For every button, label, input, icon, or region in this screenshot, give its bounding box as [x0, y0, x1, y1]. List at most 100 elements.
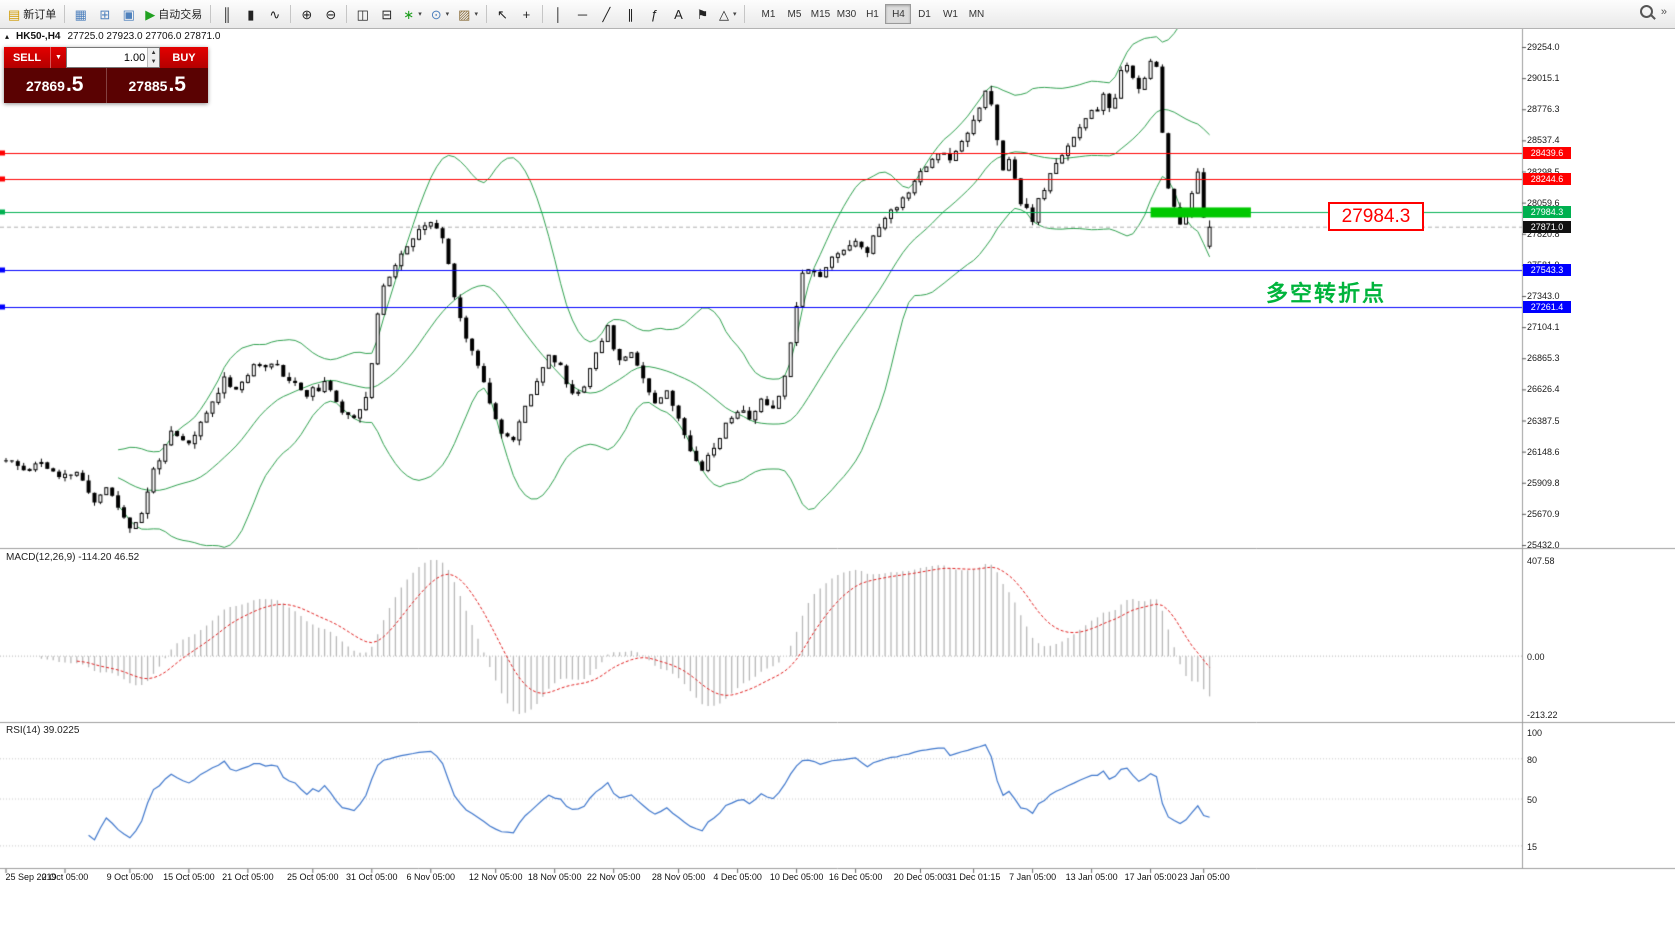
crosshair-button[interactable]: + [515, 3, 538, 25]
price-level-badge: 27261.4 [1523, 300, 1571, 313]
time-axis-label: 31 Dec 01:15 [946, 872, 1001, 882]
templates-button[interactable]: ▨ ▾ [454, 3, 482, 25]
template-icon: ▨ [458, 6, 471, 22]
symbol-arrow-icon: ▴ [5, 32, 10, 41]
chevron-down-icon: ▾ [732, 11, 737, 18]
toolbar-separator [744, 5, 746, 23]
shapes-button[interactable]: △ ▾ [715, 3, 741, 25]
order-type-dropdown[interactable]: ▼ [50, 47, 66, 68]
chevron-down-icon: ▾ [474, 11, 478, 18]
cursor-button[interactable]: ↖ [491, 3, 514, 25]
time-axis-label: 25 Sep 2019 [5, 872, 57, 882]
play-icon: ▶ [145, 6, 156, 22]
sell-price-main: 27869 [26, 78, 65, 94]
autotrading-button[interactable]: ▶ 自动交易 [141, 3, 206, 25]
macd-axis-label: 407.58 [1527, 556, 1555, 566]
bar-chart-icon: ║ [222, 6, 232, 22]
timeframe-button-M5[interactable]: M5 [781, 4, 807, 24]
timeframe-button-M15[interactable]: M15 [807, 4, 833, 24]
price-axis-label: 28537.4 [1527, 135, 1560, 146]
toolbar-separator [64, 5, 66, 23]
cascade-windows-button[interactable]: ⊟ [375, 3, 398, 25]
timeframe-button-H1[interactable]: H1 [859, 4, 885, 24]
volume-stepper[interactable]: ▲ ▼ [147, 48, 159, 67]
cascade-windows-icon: ⊟ [381, 6, 393, 22]
price-axis-label: 25432.0 [1527, 540, 1560, 550]
turning-point-annotation[interactable]: 多空转折点 [1266, 281, 1387, 306]
buy-button[interactable]: BUY [160, 47, 208, 68]
stepper-down-icon[interactable]: ▼ [148, 57, 159, 67]
channel-button[interactable]: ∥ [619, 3, 642, 25]
terminal-button[interactable]: ▣ [117, 3, 140, 25]
flag-icon: ⚑ [696, 6, 709, 22]
search-icon[interactable] [1639, 5, 1653, 18]
terminal-icon: ▣ [122, 6, 135, 22]
periods-button[interactable]: ⊙ ▾ [427, 3, 453, 25]
navigator-icon: ⊞ [99, 6, 111, 22]
toolbar-overflow-icon[interactable]: » [1660, 5, 1667, 18]
rsi-axis-label: 15 [1527, 841, 1538, 852]
zoom-out-button[interactable]: ⊖ [319, 3, 342, 25]
time-axis-label: 4 Dec 05:00 [713, 872, 762, 882]
rsi-axis-label: 100 [1527, 728, 1543, 738]
new-order-icon: ▤ [8, 6, 21, 22]
time-axis-label: 15 Oct 05:00 [163, 872, 215, 882]
sell-price-pips: .5 [65, 73, 84, 96]
tile-windows-button[interactable]: ◫ [351, 3, 374, 25]
timeframe-button-D1[interactable]: D1 [911, 4, 937, 24]
timeframe-button-W1[interactable]: W1 [937, 4, 963, 24]
one-click-trading-panel: SELL ▼ ▲ ▼ BUY 27869 .5 27885 .5 [4, 47, 208, 103]
price-level-badge: 28439.6 [1523, 147, 1571, 160]
cursor-icon: ↖ [497, 6, 508, 22]
price-axis-label: 28059.6 [1527, 197, 1560, 208]
trade-panel-controls: SELL ▼ ▲ ▼ BUY [4, 47, 208, 68]
indicators-icon: ∗ [403, 6, 415, 22]
text-tool-button[interactable]: A [667, 3, 690, 25]
timeframe-button-H4[interactable]: H4 [885, 4, 912, 24]
top-toolbar: ▤ 新订单 ▦ ⊞ ▣ ▶ 自动交易 ║ ▮ ∿ ⊕ ⊖ ◫ ⊟ ∗ ▾ ⊙ ▾ ▨… [0, 0, 1675, 29]
navigator-button[interactable]: ⊞ [93, 3, 116, 25]
arrows-tool-button[interactable]: ⚑ [691, 3, 714, 25]
fibonacci-button[interactable]: ƒ [643, 3, 666, 25]
time-axis-label: 17 Jan 05:00 [1124, 872, 1177, 882]
timeframe-button-M1[interactable]: M1 [755, 4, 781, 24]
sell-button[interactable]: SELL [4, 47, 50, 68]
rsi-axis-label: 50 [1527, 795, 1538, 805]
time-axis-label: 31 Oct 05:00 [346, 872, 398, 882]
volume-input[interactable] [67, 48, 148, 67]
price-level-badge: 27543.3 [1523, 263, 1571, 276]
price-axis-label: 25909.8 [1527, 477, 1560, 488]
buy-price[interactable]: 27885 .5 [105, 68, 209, 103]
bar-chart-button[interactable]: ║ [215, 3, 238, 25]
market-watch-button[interactable]: ▦ [69, 3, 92, 25]
price-axis-label: 27104.1 [1527, 322, 1560, 333]
horizontal-line-button[interactable]: ─ [571, 3, 594, 25]
new-order-button[interactable]: ▤ 新订单 [4, 3, 60, 25]
time-axis-label: 23 Jan 05:00 [1177, 872, 1230, 882]
price-axis-label: 28298.5 [1527, 166, 1560, 177]
zoom-in-button[interactable]: ⊕ [295, 3, 318, 25]
toolbar-separator [485, 5, 487, 23]
stepper-up-icon[interactable]: ▲ [148, 48, 159, 58]
time-axis-label: 16 Dec 05:00 [828, 872, 883, 882]
timeframe-button-MN[interactable]: MN [963, 4, 989, 24]
ohlc-values: 27725.0 27923.0 27706.0 27871.0 [67, 31, 221, 42]
line-chart-button[interactable]: ∿ [263, 3, 286, 25]
time-axis-label: 9 Oct 05:00 [106, 872, 154, 882]
vertical-line-icon: │ [554, 6, 563, 22]
candlestick-chart-button[interactable]: ▮ [239, 3, 262, 25]
time-axis-label: 2 Oct 05:00 [41, 872, 89, 882]
toolbar-separator [210, 5, 212, 23]
candlestick-icon: ▮ [247, 6, 255, 22]
timeframe-button-M30[interactable]: M30 [833, 4, 859, 24]
sell-price[interactable]: 27869 .5 [4, 68, 106, 103]
timeframe-toolbar: M1 M5 M15 M30 H1 H4 D1 W1 MN [755, 4, 989, 24]
autotrading-label: 自动交易 [158, 9, 203, 21]
vertical-line-button[interactable]: │ [547, 3, 570, 25]
trendline-button[interactable]: ╱ [595, 3, 618, 25]
price-annotation-box[interactable]: 27984.3 [1328, 202, 1424, 231]
indicators-button[interactable]: ∗ ▾ [399, 3, 425, 25]
time-axis-label: 7 Jan 05:00 [1009, 872, 1057, 882]
